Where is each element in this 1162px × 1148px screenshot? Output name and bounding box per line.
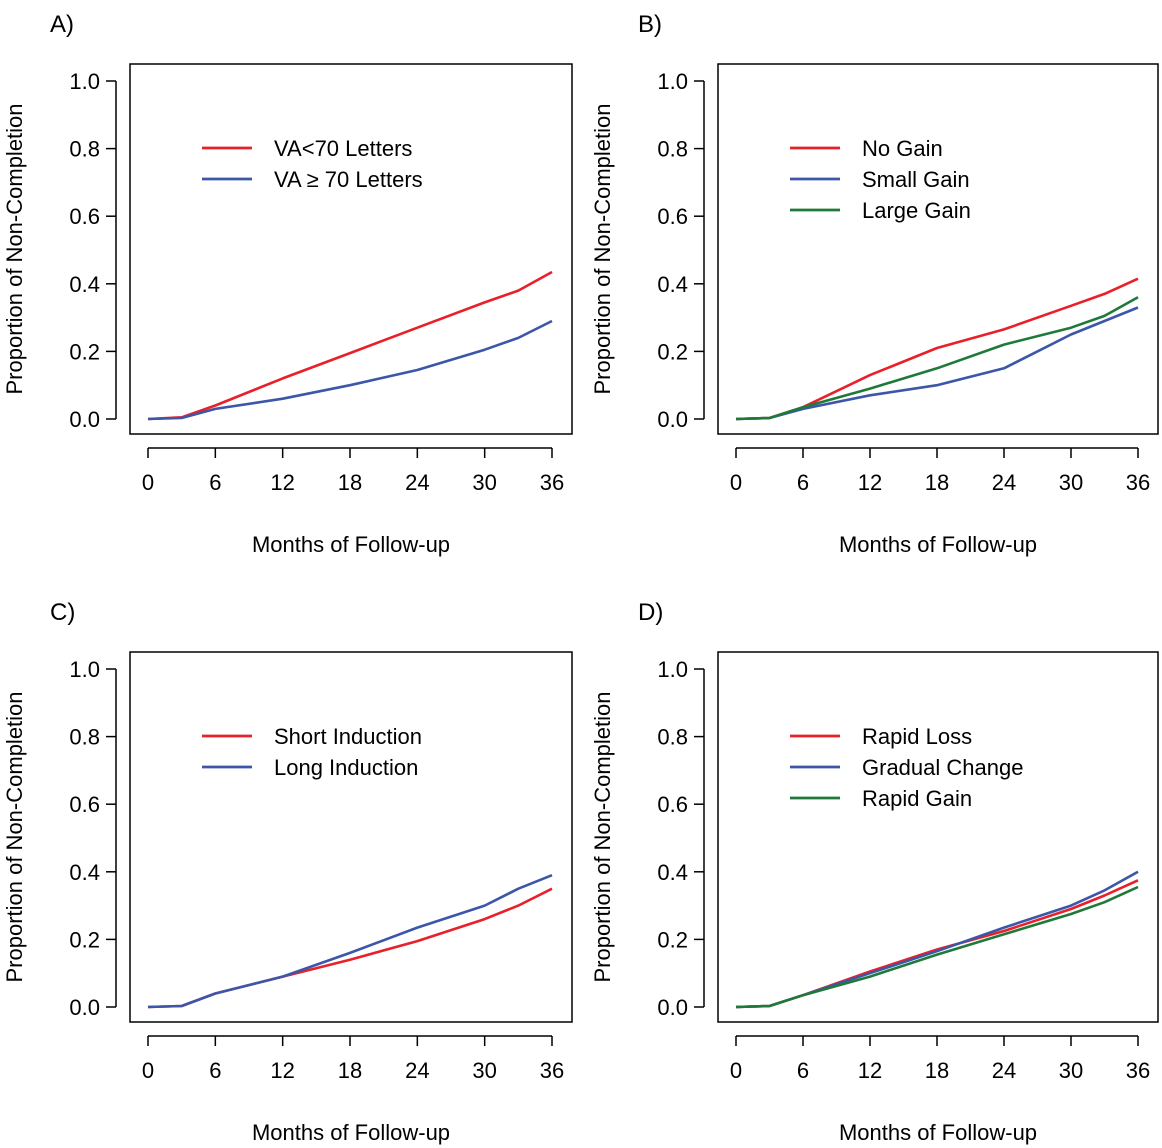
legend-label: Rapid Gain bbox=[862, 786, 972, 811]
y-tick-label: 0.0 bbox=[657, 407, 688, 432]
panel-label: D) bbox=[638, 599, 663, 626]
y-tick-label: 0.8 bbox=[69, 725, 100, 750]
x-tick-label: 24 bbox=[992, 1058, 1016, 1083]
x-tick-label: 18 bbox=[338, 1058, 362, 1083]
y-tick-label: 0.0 bbox=[69, 995, 100, 1020]
y-axis-title: Proportion of Non-Completion bbox=[2, 103, 27, 394]
plot-frame bbox=[129, 63, 573, 435]
panel-label: B) bbox=[638, 11, 662, 38]
x-tick-label: 0 bbox=[730, 470, 742, 495]
x-tick-label: 18 bbox=[925, 470, 949, 495]
x-tick-label: 36 bbox=[1126, 1058, 1150, 1083]
series-line-1 bbox=[735, 277, 1139, 421]
y-tick-label: 0.4 bbox=[69, 860, 100, 885]
y-axis-title: Proportion of Non-Completion bbox=[590, 103, 615, 394]
x-tick-label: 6 bbox=[797, 1058, 809, 1083]
x-tick-label: 0 bbox=[142, 470, 154, 495]
legend-label: Large Gain bbox=[862, 198, 971, 223]
series-line-2 bbox=[147, 873, 553, 1009]
y-tick-label: 0.2 bbox=[69, 927, 100, 952]
x-tick-label: 0 bbox=[730, 1058, 742, 1083]
y-tick-label: 1.0 bbox=[69, 69, 100, 94]
x-tick-label: 24 bbox=[405, 1058, 429, 1083]
x-tick-label: 18 bbox=[338, 470, 362, 495]
x-tick-label: 30 bbox=[472, 470, 496, 495]
series-line-1 bbox=[735, 879, 1139, 1009]
y-tick-label: 1.0 bbox=[657, 657, 688, 682]
y-tick-label: 0.0 bbox=[69, 407, 100, 432]
series-line-1 bbox=[147, 270, 553, 421]
plot-frame bbox=[129, 651, 573, 1023]
x-tick-label: 6 bbox=[797, 470, 809, 495]
y-tick-label: 0.8 bbox=[69, 137, 100, 162]
legend-label: Long Induction bbox=[274, 755, 418, 780]
y-tick-label: 1.0 bbox=[69, 657, 100, 682]
x-tick-label: 12 bbox=[858, 1058, 882, 1083]
y-tick-label: 0.4 bbox=[69, 272, 100, 297]
legend-label: No Gain bbox=[862, 136, 943, 161]
series-line-2 bbox=[735, 870, 1139, 1009]
y-tick-label: 1.0 bbox=[657, 69, 688, 94]
legend-label: Rapid Loss bbox=[862, 724, 972, 749]
x-axis-title: Months of Follow-up bbox=[252, 532, 450, 557]
y-tick-label: 0.0 bbox=[657, 995, 688, 1020]
x-tick-label: 12 bbox=[270, 1058, 294, 1083]
series-line-3 bbox=[735, 296, 1139, 421]
y-tick-label: 0.2 bbox=[657, 339, 688, 364]
plot-frame bbox=[717, 651, 1159, 1023]
series-line-2 bbox=[147, 319, 553, 421]
x-tick-label: 36 bbox=[540, 470, 564, 495]
y-tick-label: 0.6 bbox=[657, 204, 688, 229]
y-axis-title: Proportion of Non-Completion bbox=[2, 691, 27, 982]
chart-panel-3: C) 0 6 12 18 24 30 36 0.0 0.2 0.4 0.6 0.8 1.0 Months o… bbox=[2, 599, 573, 1145]
x-tick-label: 24 bbox=[405, 470, 429, 495]
x-tick-label: 12 bbox=[858, 470, 882, 495]
chart-panel-1: A) 0 6 12 18 24 30 36 0.0 0.2 0.4 0.6 0.8 1.0 Months o… bbox=[2, 11, 573, 557]
y-tick-label: 0.6 bbox=[69, 204, 100, 229]
y-tick-label: 0.6 bbox=[657, 792, 688, 817]
x-tick-label: 30 bbox=[1059, 1058, 1083, 1083]
legend-label: Gradual Change bbox=[862, 755, 1023, 780]
chart-panel-2: B) 0 6 12 18 24 30 36 0.0 0.2 0.4 0.6 0.8 1.0 Months o… bbox=[590, 11, 1159, 557]
x-tick-label: 0 bbox=[142, 1058, 154, 1083]
y-axis-title: Proportion of Non-Completion bbox=[590, 691, 615, 982]
panel-label: A) bbox=[50, 11, 74, 38]
x-axis-title: Months of Follow-up bbox=[252, 1120, 450, 1145]
x-axis-title: Months of Follow-up bbox=[839, 532, 1037, 557]
x-tick-label: 18 bbox=[925, 1058, 949, 1083]
legend-label: VA ≥ 70 Letters bbox=[274, 167, 423, 192]
x-tick-label: 6 bbox=[209, 470, 221, 495]
legend-label: Short Induction bbox=[274, 724, 422, 749]
y-tick-label: 0.8 bbox=[657, 137, 688, 162]
series-line-1 bbox=[147, 887, 553, 1009]
x-axis-title: Months of Follow-up bbox=[839, 1120, 1037, 1145]
x-tick-label: 36 bbox=[1126, 470, 1150, 495]
x-tick-label: 6 bbox=[209, 1058, 221, 1083]
x-tick-label: 24 bbox=[992, 470, 1016, 495]
plot-frame bbox=[717, 63, 1159, 435]
y-tick-label: 0.6 bbox=[69, 792, 100, 817]
y-tick-label: 0.2 bbox=[69, 339, 100, 364]
y-tick-label: 0.2 bbox=[657, 927, 688, 952]
x-tick-label: 36 bbox=[540, 1058, 564, 1083]
x-tick-label: 30 bbox=[472, 1058, 496, 1083]
y-tick-label: 0.8 bbox=[657, 725, 688, 750]
series-line-3 bbox=[735, 885, 1139, 1009]
panel-label: C) bbox=[50, 599, 75, 626]
chart-panel-4: D) 0 6 12 18 24 30 36 0.0 0.2 0.4 0.6 0.8 1.0 Months o… bbox=[590, 599, 1159, 1145]
legend-label: VA<70 Letters bbox=[274, 136, 412, 161]
legend-label: Small Gain bbox=[862, 167, 970, 192]
x-tick-label: 30 bbox=[1059, 470, 1083, 495]
y-tick-label: 0.4 bbox=[657, 860, 688, 885]
y-tick-label: 0.4 bbox=[657, 272, 688, 297]
x-tick-label: 12 bbox=[270, 470, 294, 495]
